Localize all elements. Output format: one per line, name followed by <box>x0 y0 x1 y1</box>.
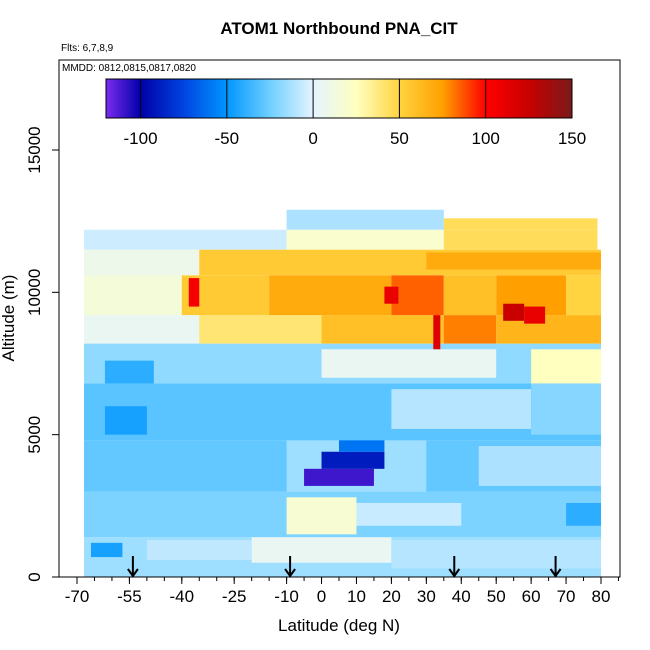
x-tick-label: -25 <box>222 587 247 606</box>
heatmap-cell <box>391 275 444 316</box>
heatmap-cell <box>83 229 287 250</box>
heatmap-cell <box>443 315 497 344</box>
y-axis-label: Altitude (m) <box>0 275 18 362</box>
x-tick-label: -70 <box>65 587 90 606</box>
heatmap-cell <box>321 349 497 378</box>
x-tick-label: 80 <box>592 587 611 606</box>
heatmap-cell <box>566 502 601 526</box>
heatmap-cell <box>104 406 147 435</box>
heatmap-cell <box>503 303 525 321</box>
x-tick-label: 60 <box>522 587 541 606</box>
x-tick-label: 20 <box>382 587 401 606</box>
heatmap-cell <box>188 278 200 307</box>
chart-title: ATOM1 Northbound PNA_CIT <box>220 19 458 38</box>
x-tick-label: -40 <box>170 587 195 606</box>
heatmap-cell <box>146 539 252 560</box>
heatmap-cell <box>478 446 601 486</box>
heatmap-cell <box>391 389 532 429</box>
flight-arrow <box>127 556 139 578</box>
heatmap-cell <box>426 252 601 270</box>
flight-arrow <box>284 556 296 578</box>
heatmap-cell <box>286 497 357 535</box>
heatmap-cell <box>321 315 444 344</box>
heatmap-cell <box>304 468 374 486</box>
x-axis-label: Latitude (deg N) <box>278 616 400 635</box>
colorbar: -100 -50 0 50 100 150 <box>105 78 586 148</box>
x-tick-label: 10 <box>347 587 366 606</box>
heatmap-cell <box>443 218 598 230</box>
colorbar-gradient <box>105 78 573 119</box>
mmdd-annotation: MMDD: 0812,0815,0817,0820 <box>62 63 196 74</box>
colorbar-tick-label: 50 <box>390 129 409 148</box>
flight-arrows <box>127 556 562 578</box>
y-axis: 0 5000 10000 15000 <box>25 60 60 582</box>
heatmap-cell <box>286 209 444 230</box>
colorbar-tick-label: 100 <box>472 129 500 148</box>
colorbar-tick-label: 0 <box>308 129 317 148</box>
x-tick-label: 40 <box>452 587 471 606</box>
y-tick-label: 15000 <box>25 126 44 173</box>
heatmap-cell <box>251 537 392 563</box>
heatmap-cell <box>286 229 444 250</box>
y-tick-label: 10000 <box>25 269 44 316</box>
heatmap-cell <box>104 360 154 384</box>
y-tick-label: 0 <box>25 572 44 581</box>
heatmap-cell <box>531 349 601 384</box>
colorbar-tick-label: 150 <box>558 129 586 148</box>
heatmap-cell <box>384 286 399 304</box>
heatmap-cell <box>199 315 322 344</box>
heatmap-cell <box>83 275 182 316</box>
heatmap-cell <box>524 306 546 324</box>
x-tick-label: 70 <box>557 587 576 606</box>
flight-arrow <box>549 556 562 578</box>
x-tick-label: 50 <box>487 587 506 606</box>
heatmap-cell <box>531 383 601 435</box>
colorbar-tick-label: -100 <box>124 129 158 148</box>
x-tick-label: 30 <box>417 587 436 606</box>
y-tick-label: 5000 <box>25 416 44 454</box>
x-axis: -70 -55 -40 -25 -10 0 10 20 30 40 50 60 70 80 <box>59 576 620 606</box>
heatmap-cell <box>83 249 200 276</box>
heatmap-cell <box>339 437 385 452</box>
flight-arrow <box>448 556 461 578</box>
x-tick-label: -55 <box>117 587 142 606</box>
heatmap-cell <box>269 275 392 316</box>
heatmap-cell <box>566 275 601 316</box>
colorbar-tick-label: -50 <box>215 129 240 148</box>
heatmap-cell <box>356 502 462 526</box>
heatmap-cells <box>83 209 601 577</box>
heatmap-cell <box>443 275 497 316</box>
heatmap-cell <box>433 315 441 350</box>
heatmap-cell <box>391 539 601 569</box>
x-tick-label: -10 <box>274 587 299 606</box>
x-tick-label: 0 <box>317 587 326 606</box>
heatmap-cell <box>443 229 598 250</box>
heatmap-cell <box>90 542 123 558</box>
flights-annotation: Flts: 6,7,8,9 <box>61 43 114 54</box>
heatmap-cell <box>321 451 385 469</box>
